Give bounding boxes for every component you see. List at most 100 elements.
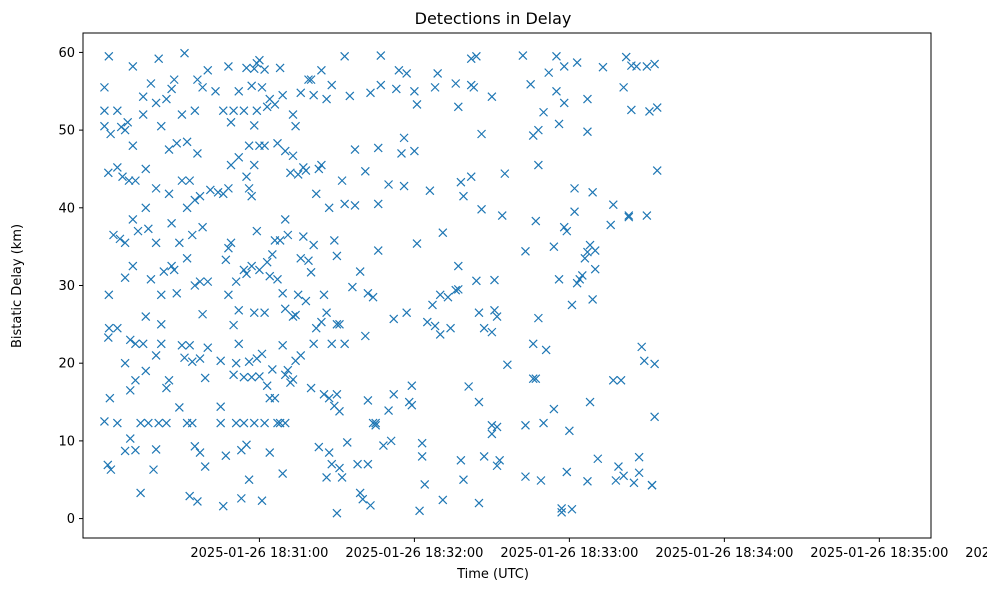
y-tick-label: 40: [58, 201, 75, 216]
data-point: [247, 191, 257, 201]
data-point: [624, 211, 634, 221]
data-point: [409, 146, 419, 156]
y-tick-label: 20: [58, 357, 75, 372]
data-point: [244, 475, 254, 485]
data-point: [621, 52, 631, 62]
data-point: [466, 172, 476, 182]
data-point: [335, 319, 344, 329]
data-point: [474, 397, 484, 407]
data-point: [624, 212, 634, 222]
data-point: [490, 305, 499, 315]
data-point: [164, 375, 174, 385]
data-point: [438, 495, 448, 505]
data-point: [492, 461, 502, 471]
data-point: [353, 459, 362, 469]
data-point: [428, 300, 437, 310]
data-point: [187, 230, 197, 240]
data-point: [141, 164, 151, 174]
data-point: [162, 94, 171, 104]
data-point: [285, 168, 295, 178]
data-point: [443, 292, 453, 302]
data-point: [103, 460, 113, 470]
data-point: [652, 166, 662, 175]
data-point: [172, 138, 182, 148]
x-tick-label: 2025-01-26 18:34:00: [655, 546, 793, 561]
data-point: [567, 300, 577, 310]
data-point: [590, 246, 600, 255]
data-point: [190, 106, 200, 116]
data-point: [236, 493, 246, 503]
data-point: [193, 75, 202, 85]
data-point: [182, 203, 192, 213]
data-point: [327, 339, 337, 349]
data-point: [459, 191, 468, 201]
data-point: [316, 317, 326, 327]
y-tick-label: 10: [58, 434, 75, 449]
data-point: [257, 349, 267, 359]
data-point: [650, 59, 660, 69]
data-point: [187, 418, 197, 428]
data-point: [195, 448, 205, 457]
data-point: [533, 313, 543, 323]
data-point: [280, 370, 290, 380]
data-point: [528, 374, 538, 384]
data-point: [205, 185, 215, 195]
data-point: [471, 276, 481, 286]
data-point: [242, 269, 251, 279]
data-point: [203, 65, 213, 75]
data-point: [265, 448, 275, 457]
data-point: [198, 82, 208, 92]
data-point: [477, 204, 486, 214]
data-point: [149, 465, 158, 475]
data-point: [154, 418, 164, 428]
data-point: [182, 137, 192, 147]
data-point: [531, 216, 541, 226]
data-point: [128, 141, 138, 151]
data-point: [487, 429, 497, 439]
data-point: [167, 261, 177, 271]
data-point: [216, 356, 226, 366]
data-point: [156, 290, 166, 300]
data-point: [528, 339, 538, 349]
data-point: [350, 145, 360, 154]
data-point: [136, 488, 146, 498]
data-point: [223, 243, 233, 253]
data-point: [544, 68, 554, 78]
data-point: [298, 232, 308, 241]
data-point: [417, 451, 427, 461]
data-point: [397, 148, 406, 158]
data-point: [104, 51, 114, 61]
data-point: [585, 397, 595, 407]
data-point: [309, 339, 319, 349]
data-point: [456, 177, 466, 187]
x-tick-label: 2025-01-26 18:31:00: [190, 546, 328, 561]
data-point: [363, 288, 373, 298]
data-point: [309, 90, 319, 100]
data-point: [322, 472, 332, 482]
data-point: [193, 497, 202, 506]
data-point: [332, 389, 342, 399]
data-point: [167, 218, 177, 228]
data-point: [384, 180, 393, 189]
data-point: [185, 340, 195, 350]
data-point: [247, 372, 257, 382]
data-point: [652, 103, 662, 113]
data-point: [306, 267, 316, 277]
data-point: [402, 308, 412, 318]
data-point: [104, 290, 114, 300]
data-point: [216, 402, 226, 412]
data-point: [288, 151, 298, 161]
data-point: [112, 418, 122, 428]
data-point: [278, 340, 288, 350]
data-point: [226, 117, 236, 127]
data-point: [131, 375, 140, 385]
data-point: [492, 422, 502, 432]
data-point: [417, 438, 427, 448]
data-point: [466, 54, 476, 64]
data-point: [143, 224, 153, 234]
data-point: [273, 418, 282, 428]
data-point: [335, 406, 344, 416]
chart-title: Detections in Delay: [415, 9, 572, 28]
y-axis: 0 10 20 30 40 50 60: [58, 46, 83, 527]
data-point: [226, 238, 236, 248]
